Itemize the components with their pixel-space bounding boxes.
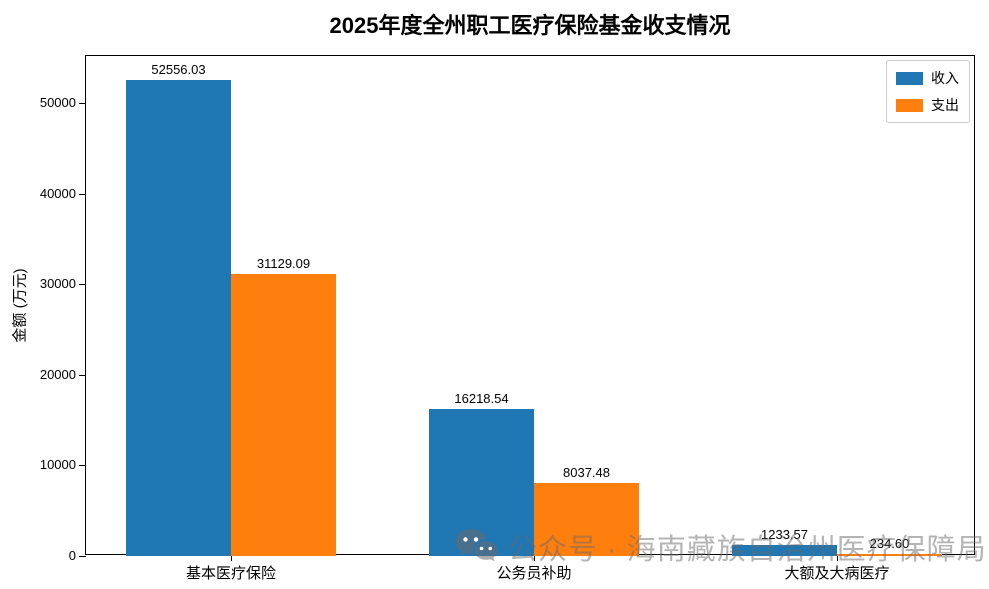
y-tick-mark [79, 374, 86, 376]
y-tick-label: 10000 [39, 457, 76, 473]
bar-收入-基本医疗保险 [126, 79, 231, 556]
legend-item-expenditure: 支出 [896, 95, 959, 115]
bar-支出-基本医疗保险 [231, 273, 336, 556]
y-tick-mark [79, 465, 86, 467]
x-tick-mark [534, 554, 535, 561]
income-swatch [896, 71, 923, 85]
bar-value-label: 8037.48 [563, 465, 610, 481]
x-tick-mark [231, 554, 232, 561]
plot-area: 收入 支出 0 10000 20000 30000 40000 50000 基本医疗保险 公务… [40, 55, 975, 582]
bar-value-label: 31129.09 [256, 255, 311, 271]
y-axis-label: 金额 (万元) [11, 267, 29, 343]
legend: 收入 支出 [886, 60, 970, 123]
x-category-label: 基本医疗保险 [185, 565, 276, 582]
expenditure-swatch [896, 98, 923, 112]
legend-item-income: 收入 [896, 68, 959, 88]
legend-label-income: 收入 [931, 70, 959, 86]
x-tick-mark [837, 554, 838, 561]
y-tick-mark [79, 284, 86, 286]
bar-收入-公务员补助 [429, 409, 534, 556]
y-tick-label: 50000 [39, 94, 76, 110]
y-tick-label: 30000 [39, 276, 76, 292]
chart-title: 2025年度全州职工医疗保险基金收支情况 [329, 13, 731, 38]
bar-value-label: 52556.03 [151, 61, 206, 77]
y-tick-label: 40000 [39, 185, 76, 201]
x-category-label: 大额及大病医疗 [784, 565, 890, 582]
y-tick-mark [79, 556, 86, 557]
x-category-label: 公务员补助 [496, 565, 572, 582]
bar-支出-公务员补助 [534, 483, 639, 556]
y-tick-label: 20000 [39, 366, 76, 382]
bar-value-label: 234.60 [869, 535, 910, 551]
bar-value-label: 16218.54 [454, 391, 509, 407]
y-tick-mark [79, 193, 86, 195]
y-tick-mark [79, 102, 86, 104]
bar-value-label: 1233.57 [761, 526, 808, 542]
y-tick-label: 0 [68, 548, 76, 563]
bar-支出-大额及大病医疗 [837, 553, 942, 556]
bar-收入-大额及大病医疗 [732, 544, 837, 556]
legend-label-expenditure: 支出 [931, 97, 959, 113]
